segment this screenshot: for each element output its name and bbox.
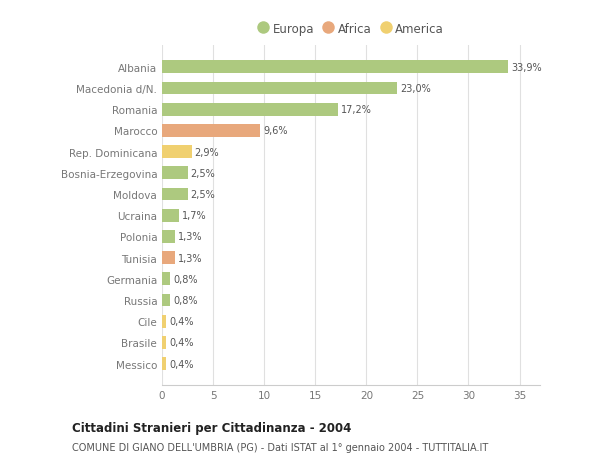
Text: 2,5%: 2,5%: [191, 168, 215, 179]
Text: 1,7%: 1,7%: [182, 211, 207, 221]
Text: 1,3%: 1,3%: [178, 232, 203, 242]
Bar: [162, 104, 338, 116]
Text: 2,5%: 2,5%: [191, 190, 215, 200]
Bar: [162, 273, 170, 285]
Legend: Europa, Africa, America: Europa, Africa, America: [254, 18, 448, 40]
Text: 0,4%: 0,4%: [169, 359, 194, 369]
Text: 9,6%: 9,6%: [263, 126, 287, 136]
Bar: [162, 83, 397, 95]
Bar: [162, 315, 166, 328]
Text: 23,0%: 23,0%: [400, 84, 431, 94]
Text: 0,8%: 0,8%: [173, 274, 198, 284]
Text: 0,4%: 0,4%: [169, 317, 194, 326]
Bar: [162, 252, 175, 264]
Bar: [162, 209, 179, 222]
Bar: [162, 167, 188, 180]
Text: 33,9%: 33,9%: [511, 63, 542, 73]
Bar: [162, 294, 170, 307]
Text: COMUNE DI GIANO DELL'UMBRIA (PG) - Dati ISTAT al 1° gennaio 2004 - TUTTITALIA.IT: COMUNE DI GIANO DELL'UMBRIA (PG) - Dati …: [72, 442, 488, 452]
Bar: [162, 125, 260, 138]
Text: 2,9%: 2,9%: [194, 147, 220, 157]
Bar: [162, 230, 175, 243]
Bar: [162, 62, 508, 74]
Text: 17,2%: 17,2%: [341, 105, 371, 115]
Text: 1,3%: 1,3%: [178, 253, 203, 263]
Bar: [162, 336, 166, 349]
Text: 0,8%: 0,8%: [173, 295, 198, 305]
Text: 0,4%: 0,4%: [169, 338, 194, 347]
Bar: [162, 188, 188, 201]
Bar: [162, 146, 191, 159]
Bar: [162, 358, 166, 370]
Text: Cittadini Stranieri per Cittadinanza - 2004: Cittadini Stranieri per Cittadinanza - 2…: [72, 421, 352, 434]
